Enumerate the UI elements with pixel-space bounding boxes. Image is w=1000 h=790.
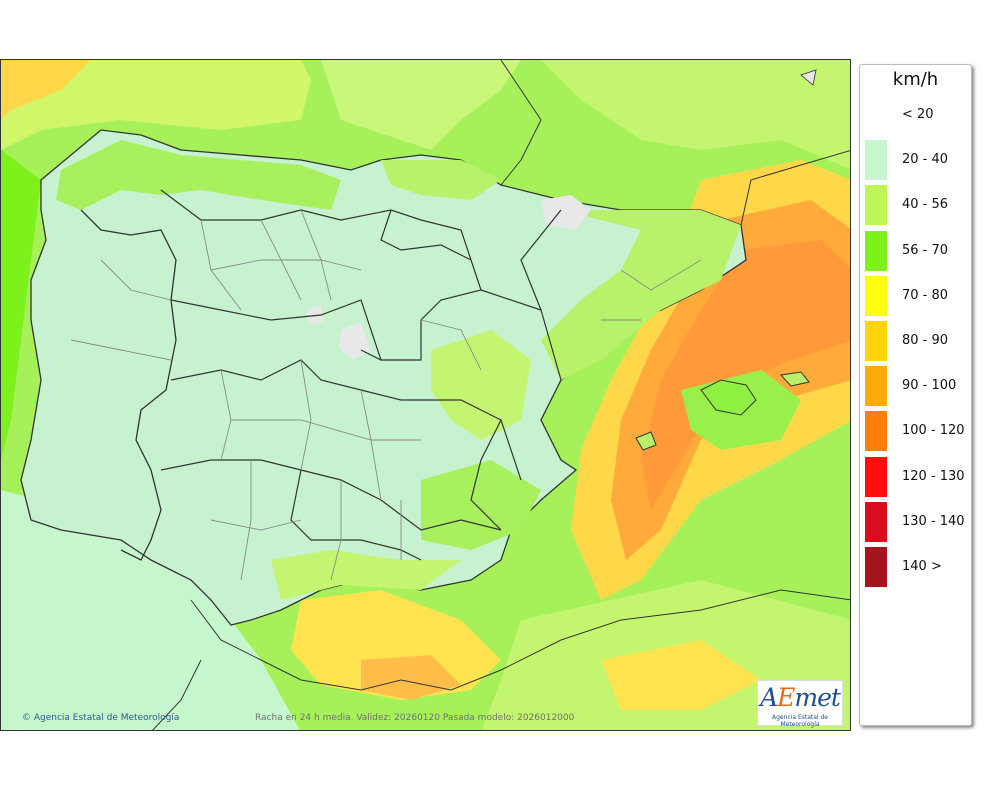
- legend-swatch: [865, 501, 887, 542]
- iberian-system-gusts: [431, 330, 531, 440]
- legend-title: km/h: [892, 69, 939, 90]
- legend-item: 100 - 120: [865, 411, 970, 452]
- legend-label: < 20: [902, 107, 934, 122]
- menorca-island: [780, 371, 810, 387]
- legend-swatch: [865, 366, 887, 407]
- wind-gust-map: [0, 59, 851, 731]
- map-credit: © Agencia Estatal de Meteorología: [22, 713, 179, 723]
- aemet-logo-subtitle: Agencia Estatal de Meteorología: [771, 714, 828, 728]
- legend-item: < 20: [865, 95, 970, 135]
- legend-item: 70 - 80: [865, 275, 970, 316]
- legend-swatch: [865, 321, 887, 361]
- legend-item: 120 - 130: [865, 456, 970, 497]
- map-caption: Racha en 24 h media. Validez: 20260120 P…: [255, 713, 575, 723]
- legend-label: 56 - 70: [902, 242, 949, 258]
- iberian-peninsula: [20, 129, 747, 626]
- legend-swatch: [865, 456, 887, 497]
- gulf-of-lion-coast: [740, 150, 850, 226]
- catalonia-gusts: [541, 210, 741, 380]
- field-20-40-southwest: [1, 490, 300, 730]
- north-africa-coast: [190, 589, 850, 691]
- corsica-tip: [800, 69, 817, 86]
- legend-item: 80 - 90: [865, 321, 970, 361]
- legend-label: 80 - 90: [902, 333, 949, 348]
- pyrenees-calm: [541, 195, 591, 230]
- mallorca-island: [700, 379, 757, 416]
- legend-swatch: [865, 185, 887, 226]
- legend-item: 130 - 140: [865, 501, 970, 542]
- basque-coast-gusts: [381, 160, 501, 200]
- field-80-90-alboran: [361, 655, 461, 700]
- aemet-logo: AEmet Agencia Estatal de Meteorología: [757, 680, 843, 728]
- ibiza-island: [635, 431, 657, 451]
- legend-swatch: [865, 140, 887, 181]
- legend-label: 70 - 80: [902, 287, 949, 303]
- legend-item: 20 - 40: [865, 140, 970, 181]
- field-56-70-west: [1, 150, 41, 460]
- cantabrian-coast-gusts: [56, 140, 341, 210]
- legend-swatch: [865, 95, 887, 135]
- wind-speed-legend: km/h < 20 20 - 40 40 - 56 56 - 70 70 - 80 80 …: [859, 64, 972, 726]
- legend-item: 40 - 56: [865, 185, 970, 226]
- legend-item: 90 - 100: [865, 366, 970, 407]
- field-80-90-northwest: [1, 60, 91, 120]
- legend-swatch: [865, 411, 887, 452]
- legend-swatch: [865, 230, 887, 271]
- legend-label: 130 - 140: [902, 513, 965, 529]
- copyright-icon: ©: [22, 713, 31, 723]
- france-coast: [500, 60, 542, 186]
- map-canvas: [1, 60, 850, 730]
- legend-label: 90 - 100: [902, 378, 957, 394]
- legend-item: 56 - 70: [865, 230, 970, 271]
- legend-swatch: [865, 547, 887, 587]
- portugal-border: [80, 209, 177, 561]
- province-borders: [70, 209, 702, 581]
- field-40-56-north: [1, 60, 311, 150]
- field-north-center: [321, 60, 521, 150]
- legend-item: 140 >: [865, 547, 970, 587]
- legend-label: 40 - 56: [902, 197, 949, 213]
- morocco-atlantic-coast: [152, 659, 202, 730]
- field-70-80-south: [601, 640, 761, 710]
- credit-text: Agencia Estatal de Meteorología: [33, 713, 180, 723]
- sierra-calm: [306, 305, 323, 325]
- betic-gusts: [271, 550, 461, 600]
- field-northeast: [541, 60, 850, 170]
- legend-label: 100 - 120: [902, 423, 965, 439]
- murcia-gusts: [421, 460, 541, 550]
- legend-label: 140 >: [902, 559, 942, 574]
- legend-swatch: [865, 275, 887, 316]
- aemet-logo-wordmark: AEmet: [760, 683, 841, 712]
- legend-label: 120 - 130: [902, 468, 965, 484]
- legend-label: 20 - 40: [902, 152, 949, 168]
